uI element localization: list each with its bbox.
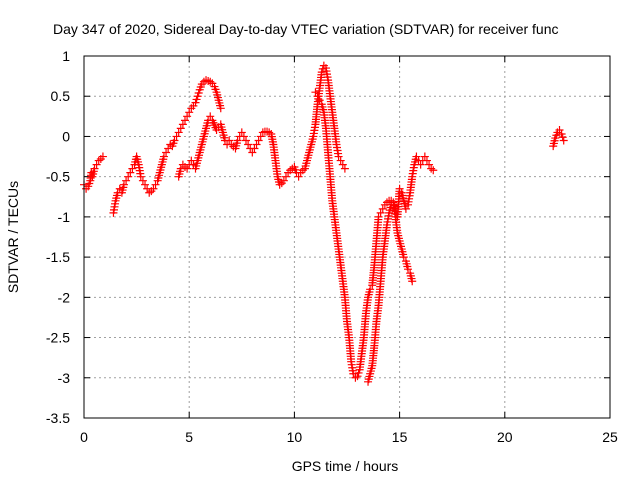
y-tick-label: 0.5 [51, 88, 71, 104]
data-point [159, 152, 168, 161]
data-point [185, 108, 194, 117]
y-tick-label: -0.5 [46, 169, 70, 185]
x-axis-label: GPS time / hours [292, 458, 399, 474]
data-point [183, 112, 192, 121]
data-point [378, 204, 387, 213]
x-tick-label: 0 [80, 429, 88, 445]
data-point [559, 136, 568, 145]
data-point [98, 152, 107, 161]
data-point [374, 212, 383, 221]
data-point [366, 285, 375, 294]
data-point [237, 128, 246, 137]
data-point [408, 277, 417, 286]
data-point [395, 184, 404, 193]
data-point [349, 369, 358, 378]
data-point [206, 112, 215, 121]
data-point [141, 180, 150, 189]
data-point [172, 132, 181, 141]
data-point [422, 156, 431, 165]
data-point [340, 164, 349, 173]
data-point [170, 136, 179, 145]
data-point [242, 136, 251, 145]
data-point [124, 172, 133, 181]
data-point [294, 172, 303, 181]
data-point [233, 136, 242, 145]
data-points [80, 61, 568, 386]
data-point [239, 132, 248, 141]
y-tick-label: -3.5 [46, 410, 70, 426]
data-point [164, 144, 173, 153]
data-point [404, 265, 413, 274]
data-point [336, 156, 345, 165]
data-point [119, 180, 128, 189]
data-point [376, 208, 385, 217]
y-tick-label: -1 [58, 209, 71, 225]
data-point [425, 160, 434, 169]
data-point [180, 116, 189, 125]
data-point [244, 140, 253, 149]
data-point [126, 168, 135, 177]
y-axis-label: SDTVAR / TECUs [5, 181, 21, 293]
y-tick-label: -2.5 [46, 330, 70, 346]
data-point [254, 136, 263, 145]
data-point [128, 164, 137, 173]
x-tick-label: 15 [392, 429, 408, 445]
data-point [90, 164, 99, 173]
data-point [256, 132, 265, 141]
data-point [162, 148, 171, 157]
data-point [338, 160, 347, 169]
data-point [225, 136, 234, 145]
data-point [279, 176, 288, 185]
data-point [429, 166, 438, 175]
data-point [136, 172, 145, 181]
data-point [555, 126, 564, 135]
y-tick-label: -3 [58, 370, 71, 386]
plot-border [83, 55, 611, 419]
data-point [248, 148, 257, 157]
y-tick-label: -2 [58, 289, 71, 305]
data-point [401, 204, 410, 213]
data-point [183, 164, 192, 173]
x-tick-label: 10 [287, 429, 303, 445]
y-tick-label: 0 [62, 128, 70, 144]
data-point [412, 152, 421, 161]
data-point [92, 160, 101, 169]
data-point [281, 172, 290, 181]
data-point [178, 120, 187, 129]
data-point [334, 152, 343, 161]
data-point [420, 152, 429, 161]
x-tick-label: 20 [497, 429, 513, 445]
y-tick-label: 1 [62, 48, 70, 64]
data-point [149, 184, 158, 193]
data-point [416, 160, 425, 169]
data-point [151, 180, 160, 189]
data-point [250, 144, 259, 153]
data-point [122, 176, 131, 185]
data-point [311, 88, 320, 97]
data-point [176, 124, 185, 133]
data-point [174, 128, 183, 137]
x-tick-label: 5 [185, 429, 193, 445]
data-point [399, 253, 408, 262]
data-point [138, 176, 147, 185]
chart-title: Day 347 of 2020, Sidereal Day-to-day VTE… [53, 21, 559, 37]
data-point [216, 104, 225, 113]
y-tick-label: -1.5 [46, 249, 70, 265]
data-point [252, 140, 261, 149]
data-point [313, 92, 322, 101]
x-tick-label: 25 [602, 429, 618, 445]
data-point [315, 96, 324, 105]
